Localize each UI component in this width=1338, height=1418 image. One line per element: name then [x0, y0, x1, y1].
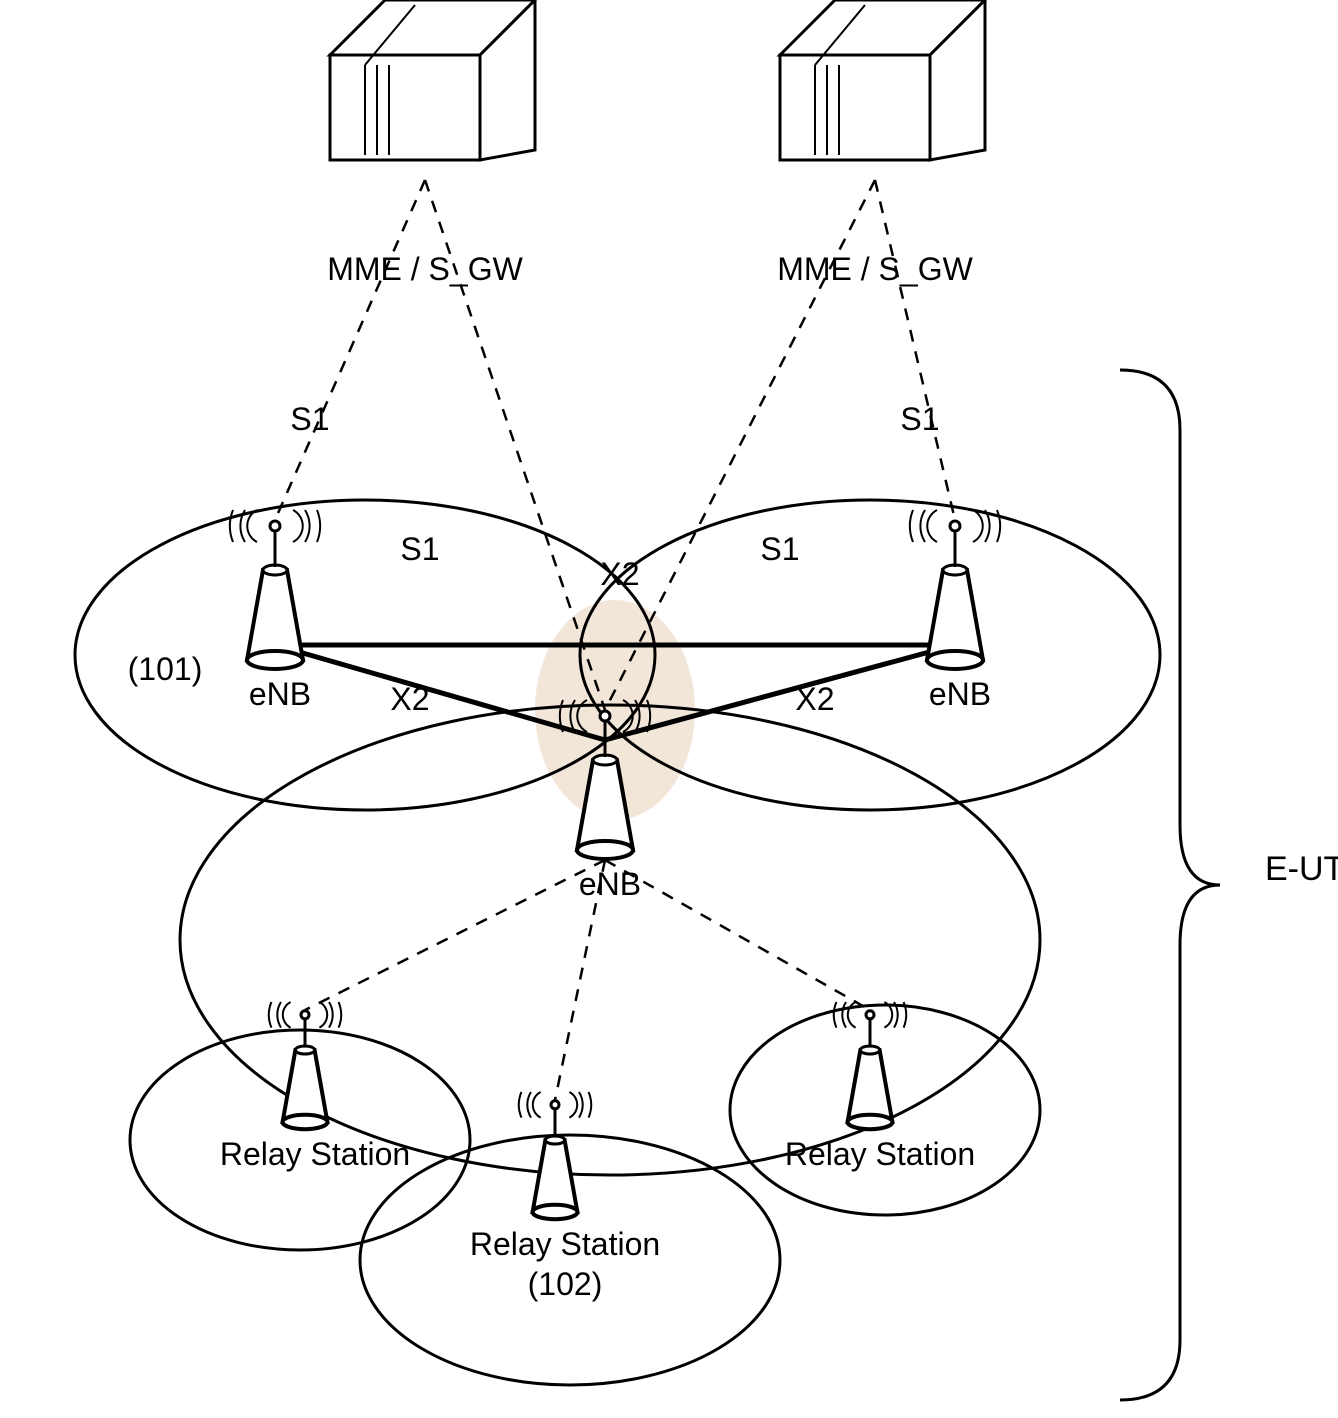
x2-label: X2 — [390, 681, 429, 717]
x2-label: X2 — [600, 556, 639, 592]
s1-link — [875, 180, 955, 520]
relay-label: Relay Station — [470, 1226, 660, 1262]
relay-tag: (102) — [528, 1266, 603, 1302]
srv-left — [330, 0, 535, 160]
relay-right — [834, 1002, 906, 1129]
s1-label: S1 — [900, 401, 939, 437]
x2-label: X2 — [795, 681, 834, 717]
eutran-label: E-UTRAN — [1265, 850, 1338, 888]
relay-left — [269, 1002, 341, 1129]
relay-label: Relay Station — [785, 1136, 975, 1172]
relay-center — [519, 1092, 591, 1219]
s1-link — [275, 180, 425, 520]
server-label: MME / S_GW — [777, 251, 973, 287]
enb-label: eNB — [249, 676, 311, 712]
s1-label: S1 — [400, 531, 439, 567]
server-label: MME / S_GW — [327, 251, 523, 287]
enb-label: eNB — [929, 676, 991, 712]
eutran-brace — [1120, 370, 1220, 1400]
relay-label: Relay Station — [220, 1136, 410, 1172]
s1-label: S1 — [760, 531, 799, 567]
enb-tag: (101) — [128, 651, 203, 687]
s1-label: S1 — [290, 401, 329, 437]
relay-backhaul — [605, 860, 870, 1010]
srv-right — [780, 0, 985, 160]
enb-label: eNB — [579, 866, 641, 902]
relay-backhaul — [305, 860, 605, 1010]
